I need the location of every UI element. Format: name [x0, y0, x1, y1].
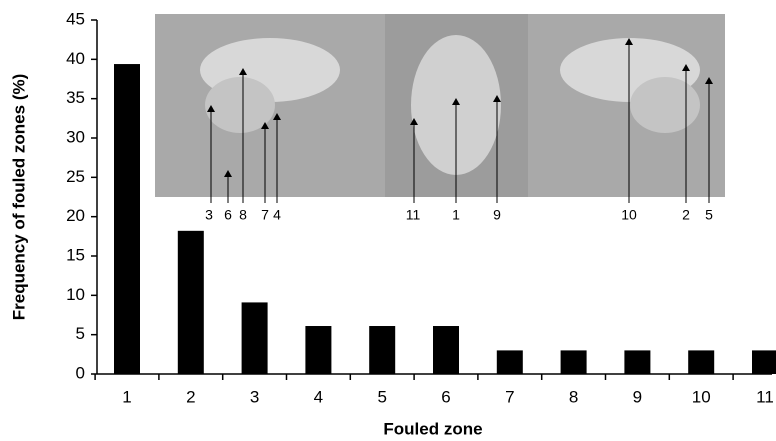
y-tick-label: 30: [66, 127, 85, 146]
y-tick-label: 10: [66, 285, 85, 304]
bar: [496, 350, 523, 374]
bar: [433, 326, 459, 374]
photo-shape: [205, 77, 275, 133]
x-tick-label: 3: [250, 387, 259, 406]
annotation-label: 11: [406, 207, 421, 223]
arrow-head: [261, 122, 269, 129]
x-tick-label: 4: [314, 387, 323, 406]
annotation-label: 2: [682, 207, 690, 223]
x-tick-label: 2: [186, 387, 195, 406]
y-tick-label: 40: [66, 49, 85, 68]
bar: [752, 350, 776, 374]
arrow-head: [682, 64, 690, 71]
bar: [624, 350, 651, 374]
arrow-head: [207, 105, 215, 112]
bar: [305, 326, 332, 374]
y-tick-label: 15: [66, 245, 85, 264]
x-tick-label: 6: [441, 387, 450, 406]
annotation-label: 5: [705, 207, 713, 223]
bar: [177, 230, 204, 374]
y-tick-label: 5: [76, 324, 85, 343]
y-axis-title: Frequency of fouled zones (%): [9, 74, 28, 321]
annotation-label: 1: [452, 207, 460, 223]
bar: [560, 350, 587, 374]
x-tick-label: 8: [569, 387, 578, 406]
annotation-label: 6: [224, 207, 232, 223]
x-tick-label: 10: [692, 387, 711, 406]
arrow-head: [410, 118, 418, 125]
annotation-label: 7: [261, 207, 269, 223]
annotation-label: 4: [273, 207, 281, 223]
arrow-head: [224, 170, 232, 177]
y-tick-label: 0: [76, 363, 85, 382]
bar: [114, 64, 140, 374]
arrow-head: [705, 77, 713, 84]
arrow-head: [625, 38, 633, 45]
annotation-label: 10: [621, 207, 637, 223]
arrow-head: [273, 113, 281, 120]
x-tick-label: 9: [633, 387, 642, 406]
annotation-label: 9: [493, 207, 501, 223]
annotation-label: 3: [205, 207, 213, 223]
arrow-head: [239, 68, 247, 75]
arrow-head: [493, 95, 501, 102]
bar: [688, 350, 715, 374]
y-tick-label: 20: [66, 206, 85, 225]
x-tick-label: 1: [122, 387, 131, 406]
x-tick-label: 5: [377, 387, 386, 406]
y-tick-label: 25: [66, 167, 85, 186]
photo-shape: [630, 77, 700, 133]
x-tick-label: 11: [756, 387, 774, 406]
inset-photo: [155, 14, 725, 197]
bar: [369, 326, 396, 374]
annotation-label: 8: [239, 207, 247, 223]
y-tick-label: 35: [66, 88, 85, 107]
y-tick-label: 45: [66, 9, 85, 28]
x-axis-title: Fouled zone: [383, 419, 482, 438]
arrow-head: [452, 98, 460, 105]
x-tick-label: 7: [505, 387, 514, 406]
bar: [241, 302, 268, 374]
